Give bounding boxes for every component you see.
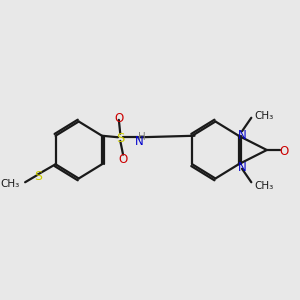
Text: H: H: [137, 132, 145, 142]
Text: CH₃: CH₃: [254, 181, 273, 191]
Text: CH₃: CH₃: [254, 111, 273, 121]
Text: S: S: [116, 132, 124, 145]
Text: N: N: [135, 135, 144, 148]
Text: O: O: [279, 145, 288, 158]
Text: O: O: [114, 112, 124, 125]
Text: CH₃: CH₃: [0, 179, 20, 189]
Text: S: S: [34, 170, 42, 183]
Text: N: N: [238, 161, 246, 174]
Text: N: N: [238, 129, 246, 142]
Text: O: O: [118, 153, 128, 166]
